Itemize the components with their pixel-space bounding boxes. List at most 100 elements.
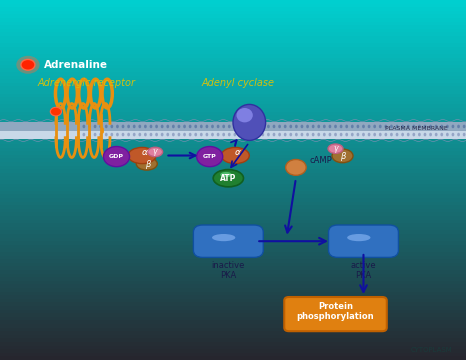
- Bar: [0, 43, 466, 47]
- Ellipse shape: [317, 133, 320, 136]
- Ellipse shape: [194, 133, 197, 136]
- Ellipse shape: [82, 133, 85, 136]
- Ellipse shape: [155, 133, 158, 136]
- Ellipse shape: [256, 133, 259, 136]
- Bar: [0, 299, 466, 302]
- Circle shape: [286, 159, 306, 175]
- Bar: [0, 194, 466, 198]
- Bar: [0, 11, 466, 14]
- Bar: [0, 122, 466, 126]
- Bar: [0, 169, 466, 173]
- Ellipse shape: [110, 133, 113, 136]
- Bar: [0, 198, 466, 202]
- Ellipse shape: [222, 133, 225, 136]
- FancyBboxPatch shape: [0, 122, 466, 131]
- Ellipse shape: [412, 125, 415, 128]
- Ellipse shape: [211, 125, 214, 128]
- Bar: [0, 328, 466, 331]
- Ellipse shape: [301, 125, 303, 128]
- Ellipse shape: [122, 133, 124, 136]
- Bar: [0, 306, 466, 310]
- Ellipse shape: [373, 133, 376, 136]
- Ellipse shape: [200, 133, 203, 136]
- Ellipse shape: [440, 125, 443, 128]
- Ellipse shape: [435, 133, 438, 136]
- Ellipse shape: [178, 133, 180, 136]
- Bar: [0, 353, 466, 356]
- Ellipse shape: [440, 133, 443, 136]
- Bar: [0, 292, 466, 295]
- Ellipse shape: [122, 125, 124, 128]
- Text: CYTOPLASM: CYTOPLASM: [410, 347, 452, 353]
- Text: γ: γ: [153, 148, 158, 157]
- Ellipse shape: [334, 125, 337, 128]
- Bar: [0, 277, 466, 281]
- Ellipse shape: [206, 133, 208, 136]
- Ellipse shape: [368, 125, 370, 128]
- Ellipse shape: [289, 125, 292, 128]
- Bar: [0, 346, 466, 349]
- Bar: [0, 266, 466, 270]
- Ellipse shape: [256, 125, 259, 128]
- Ellipse shape: [329, 133, 331, 136]
- Bar: [0, 187, 466, 191]
- Ellipse shape: [217, 133, 219, 136]
- Bar: [0, 104, 466, 108]
- Ellipse shape: [105, 125, 108, 128]
- Bar: [0, 310, 466, 313]
- Bar: [0, 284, 466, 288]
- Ellipse shape: [116, 133, 119, 136]
- Ellipse shape: [452, 125, 454, 128]
- Bar: [0, 274, 466, 277]
- FancyBboxPatch shape: [193, 225, 263, 257]
- Ellipse shape: [356, 133, 359, 136]
- Ellipse shape: [347, 234, 370, 241]
- Ellipse shape: [161, 125, 164, 128]
- Bar: [0, 313, 466, 317]
- Bar: [0, 320, 466, 324]
- Bar: [0, 86, 466, 90]
- Ellipse shape: [245, 125, 247, 128]
- Ellipse shape: [278, 125, 281, 128]
- Ellipse shape: [82, 125, 85, 128]
- Bar: [0, 263, 466, 266]
- Bar: [0, 191, 466, 194]
- Bar: [0, 40, 466, 43]
- Bar: [0, 227, 466, 230]
- Ellipse shape: [166, 133, 169, 136]
- Text: α: α: [142, 148, 147, 157]
- Text: cAMP: cAMP: [310, 156, 333, 165]
- Ellipse shape: [384, 125, 387, 128]
- Bar: [0, 176, 466, 180]
- Ellipse shape: [144, 125, 147, 128]
- Ellipse shape: [128, 148, 156, 164]
- Ellipse shape: [284, 125, 287, 128]
- Ellipse shape: [228, 125, 231, 128]
- Bar: [0, 47, 466, 50]
- Ellipse shape: [220, 172, 232, 177]
- Ellipse shape: [429, 133, 432, 136]
- FancyBboxPatch shape: [329, 225, 398, 257]
- Text: GDP: GDP: [109, 154, 124, 159]
- Ellipse shape: [278, 133, 281, 136]
- Bar: [0, 216, 466, 220]
- Ellipse shape: [429, 125, 432, 128]
- Bar: [0, 65, 466, 68]
- Ellipse shape: [172, 133, 175, 136]
- Circle shape: [16, 56, 40, 74]
- Bar: [0, 205, 466, 209]
- Bar: [0, 162, 466, 166]
- Ellipse shape: [212, 234, 235, 241]
- Ellipse shape: [150, 125, 152, 128]
- Ellipse shape: [172, 125, 175, 128]
- Bar: [0, 83, 466, 86]
- Bar: [0, 212, 466, 216]
- Bar: [0, 126, 466, 130]
- Text: ATP: ATP: [220, 174, 237, 183]
- Ellipse shape: [239, 125, 242, 128]
- Ellipse shape: [200, 125, 203, 128]
- Ellipse shape: [306, 133, 309, 136]
- Ellipse shape: [138, 125, 141, 128]
- Bar: [0, 248, 466, 252]
- Ellipse shape: [233, 133, 236, 136]
